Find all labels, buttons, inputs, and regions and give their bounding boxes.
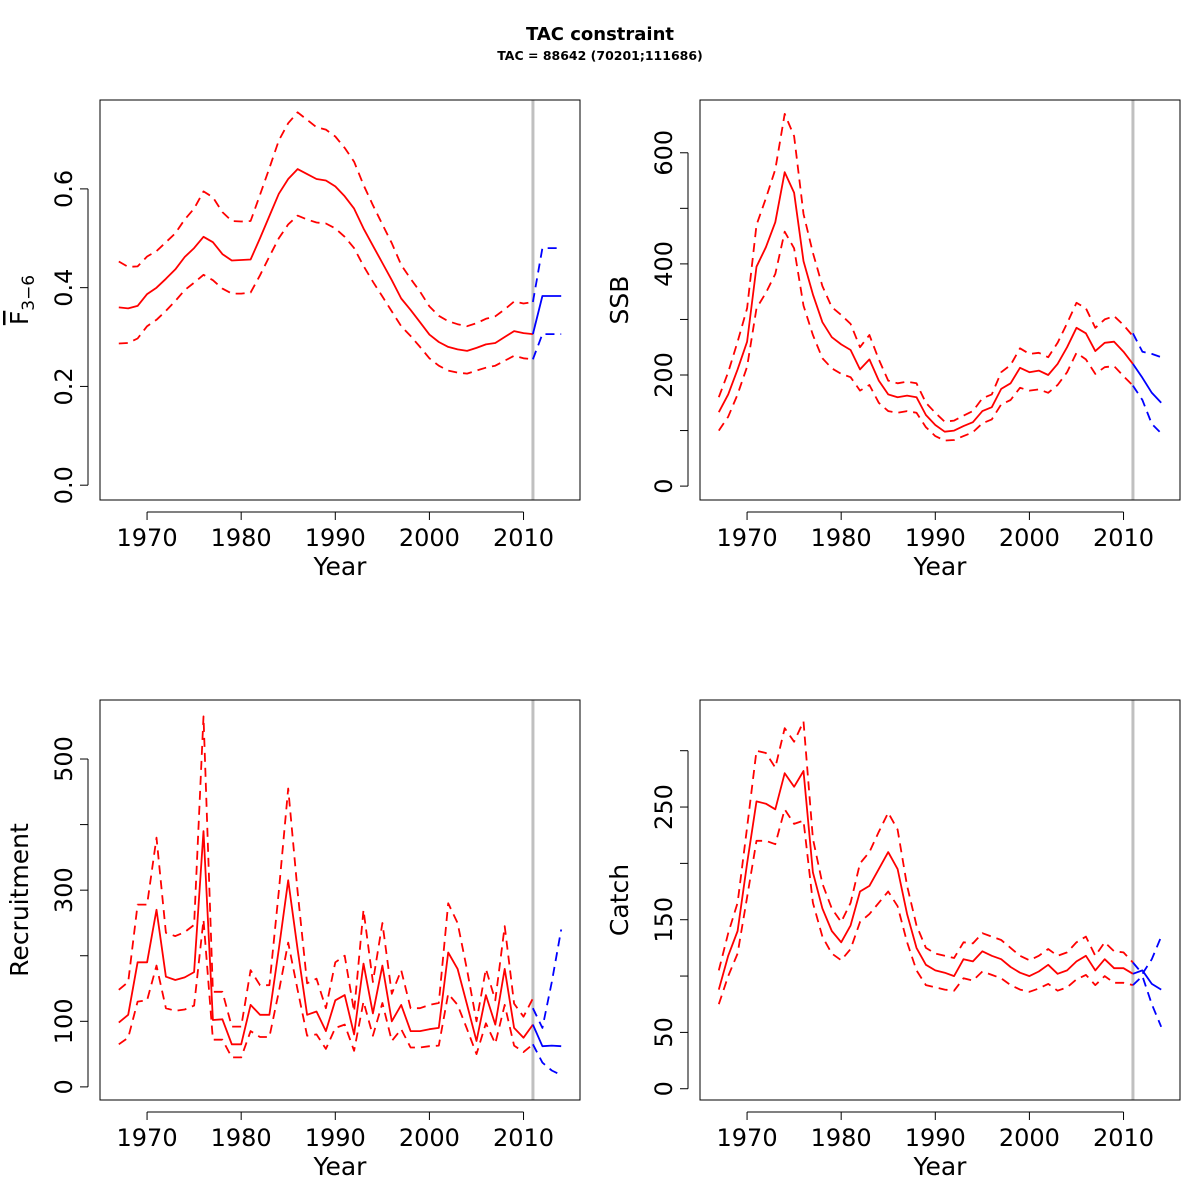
y-axis-label: SSB xyxy=(605,276,634,325)
plot-frame xyxy=(99,699,581,1101)
forecast-upper-bound xyxy=(1132,936,1163,975)
y-tick-label: 0 xyxy=(650,1081,678,1096)
x-tick-label: 1970 xyxy=(717,524,778,552)
forecast-lower-bound xyxy=(532,333,562,360)
fbar-panel: 1970 1980 1990 2000 2010 0.0 0.2 0.4 0.6 Year F3−6 xyxy=(5,99,581,581)
forecast-estimate-line xyxy=(532,295,562,335)
historic-estimate-line xyxy=(718,171,1134,433)
y-tick-label: 600 xyxy=(650,130,678,176)
x-tick-label: 2000 xyxy=(999,524,1060,552)
y-tick-label: 0.6 xyxy=(50,170,78,208)
x-tick-label: 2010 xyxy=(1093,1124,1154,1152)
historic-lower-bound xyxy=(118,918,534,1059)
y-tick-label: 500 xyxy=(50,736,78,782)
figure-title: TAC constraint xyxy=(526,24,674,45)
x-tick-label: 2000 xyxy=(399,524,460,552)
x-tick-label: 1990 xyxy=(305,1124,366,1152)
y-tick-label: 200 xyxy=(650,352,678,398)
forecast-lower-bound xyxy=(1132,385,1162,434)
y-tick-label: 0.2 xyxy=(50,367,78,405)
y-tick-label: 0.0 xyxy=(50,466,78,504)
forecast-estimate-line xyxy=(532,1024,562,1048)
historic-lower-bound xyxy=(118,214,533,375)
forecast-estimate-line xyxy=(1132,363,1162,404)
forecast-lower-bound xyxy=(532,1043,562,1076)
recruitment-panel: 1970 1980 1990 2000 2010 0 100 300 500 Year Recrui… xyxy=(5,699,581,1181)
ssb-panel: 1970 1980 1990 2000 2010 0 200 400 600 Year SSB xyxy=(605,99,1181,581)
y-axis-label: F3−6 xyxy=(5,275,39,325)
x-tick-label: 1980 xyxy=(211,524,272,552)
forecast-upper-bound xyxy=(532,247,562,303)
y-axis-label: Recruitment xyxy=(5,823,34,977)
y-tick-label: 150 xyxy=(650,897,678,943)
plot-frame xyxy=(99,99,581,501)
plot-frame xyxy=(699,99,1181,501)
forecast-upper-bound xyxy=(1132,332,1162,359)
y-axis-label-subscript: 3−6 xyxy=(19,275,39,311)
forecast-upper-bound xyxy=(532,929,563,1029)
x-tick-label: 1970 xyxy=(117,1124,178,1152)
historic-estimate-line xyxy=(118,168,533,352)
figure-subtitle: TAC = 88642 (70201;111686) xyxy=(497,48,703,63)
y-tick-label: 50 xyxy=(650,1017,678,1048)
x-tick-label: 2010 xyxy=(493,1124,554,1152)
x-axis-label: Year xyxy=(913,1152,968,1181)
historic-upper-bound xyxy=(118,715,534,1028)
x-axis-label: Year xyxy=(913,552,968,581)
x-tick-label: 2000 xyxy=(399,1124,460,1152)
x-tick-label: 1970 xyxy=(117,524,178,552)
forecast-estimate-line xyxy=(1132,969,1162,991)
y-tick-label: 300 xyxy=(50,867,78,913)
x-tick-label: 1990 xyxy=(905,524,966,552)
historic-lower-bound xyxy=(717,808,1134,1005)
y-tick-label: 400 xyxy=(650,241,678,287)
catch-panel: 1970 1980 1990 2000 2010 0 50 150 250 Year Catch xyxy=(605,699,1181,1181)
historic-upper-bound xyxy=(717,113,1134,423)
x-tick-label: 1970 xyxy=(717,1124,778,1152)
y-tick-label: 0 xyxy=(50,1079,78,1094)
x-tick-label: 2010 xyxy=(1093,524,1154,552)
y-tick-label: 0 xyxy=(650,478,678,493)
y-tick-label: 100 xyxy=(50,998,78,1044)
historic-estimate-line xyxy=(118,830,534,1046)
x-tick-label: 2010 xyxy=(493,524,554,552)
y-axis-label-main: F xyxy=(5,311,34,325)
historic-estimate-line xyxy=(717,770,1134,990)
x-tick-label: 1990 xyxy=(305,524,366,552)
historic-lower-bound xyxy=(718,230,1134,442)
y-tick-label: 250 xyxy=(650,784,678,830)
historic-upper-bound xyxy=(717,720,1134,971)
x-tick-label: 1990 xyxy=(905,1124,966,1152)
plot-frame xyxy=(699,699,1181,1101)
x-axis-label: Year xyxy=(313,552,368,581)
x-tick-label: 1980 xyxy=(811,1124,872,1152)
historic-upper-bound xyxy=(118,111,534,328)
x-axis-label: Year xyxy=(313,1152,368,1181)
x-tick-label: 1980 xyxy=(811,524,872,552)
x-tick-label: 2000 xyxy=(999,1124,1060,1152)
forecast-lower-bound xyxy=(1132,975,1163,1028)
y-tick-label: 0.4 xyxy=(50,269,78,307)
y-axis-label: Catch xyxy=(605,864,634,936)
x-tick-label: 1980 xyxy=(211,1124,272,1152)
